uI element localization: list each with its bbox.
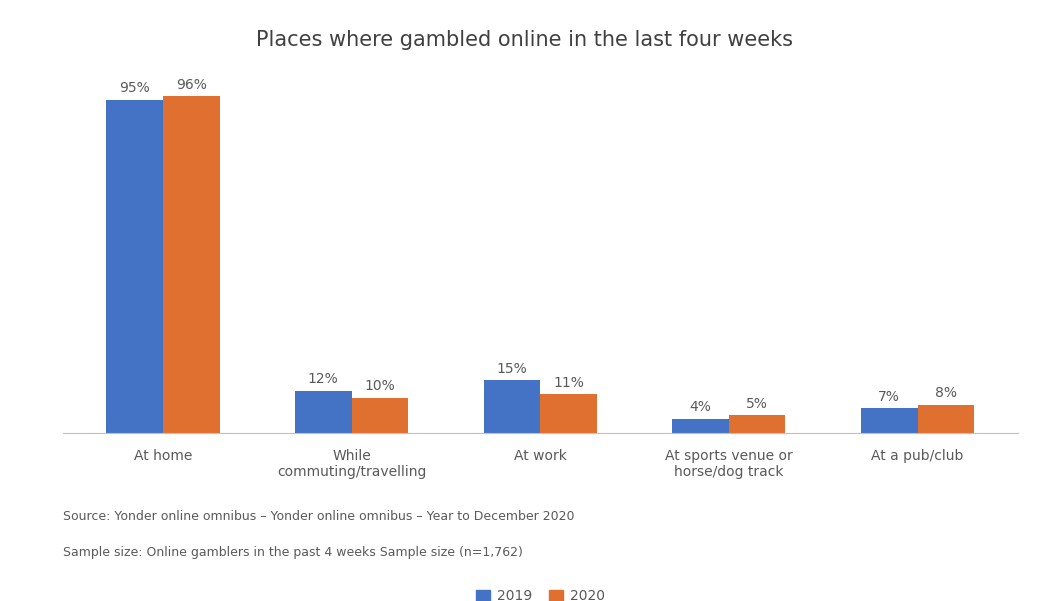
Text: 8%: 8% xyxy=(935,386,957,400)
Bar xyxy=(295,391,351,433)
Bar xyxy=(672,419,729,433)
Text: 10%: 10% xyxy=(364,379,395,394)
Bar xyxy=(861,408,918,433)
Text: 5%: 5% xyxy=(746,397,768,411)
Bar xyxy=(106,100,163,433)
Bar xyxy=(163,96,219,433)
Bar xyxy=(351,398,408,433)
Text: 4%: 4% xyxy=(689,400,711,415)
Bar xyxy=(484,380,540,433)
Text: Source: Yonder online omnibus – Yonder online omnibus – Year to December 2020: Source: Yonder online omnibus – Yonder o… xyxy=(63,510,575,523)
Bar xyxy=(918,404,975,433)
Text: 95%: 95% xyxy=(120,82,150,96)
Legend: 2019, 2020: 2019, 2020 xyxy=(470,584,611,601)
Text: 11%: 11% xyxy=(553,376,584,390)
Text: 15%: 15% xyxy=(496,362,528,376)
Text: Sample size: Online gamblers in the past 4 weeks Sample size (n=1,762): Sample size: Online gamblers in the past… xyxy=(63,546,522,559)
Text: 96%: 96% xyxy=(176,78,207,92)
Bar xyxy=(729,415,786,433)
Text: Places where gambled online in the last four weeks: Places where gambled online in the last … xyxy=(256,30,793,50)
Text: 7%: 7% xyxy=(878,390,900,404)
Bar xyxy=(540,394,597,433)
Text: 12%: 12% xyxy=(308,373,339,386)
